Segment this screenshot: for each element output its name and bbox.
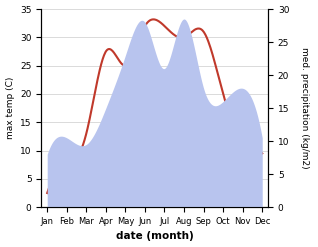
- Y-axis label: med. precipitation (kg/m2): med. precipitation (kg/m2): [300, 47, 309, 169]
- X-axis label: date (month): date (month): [116, 231, 194, 242]
- Y-axis label: max temp (C): max temp (C): [5, 77, 15, 139]
